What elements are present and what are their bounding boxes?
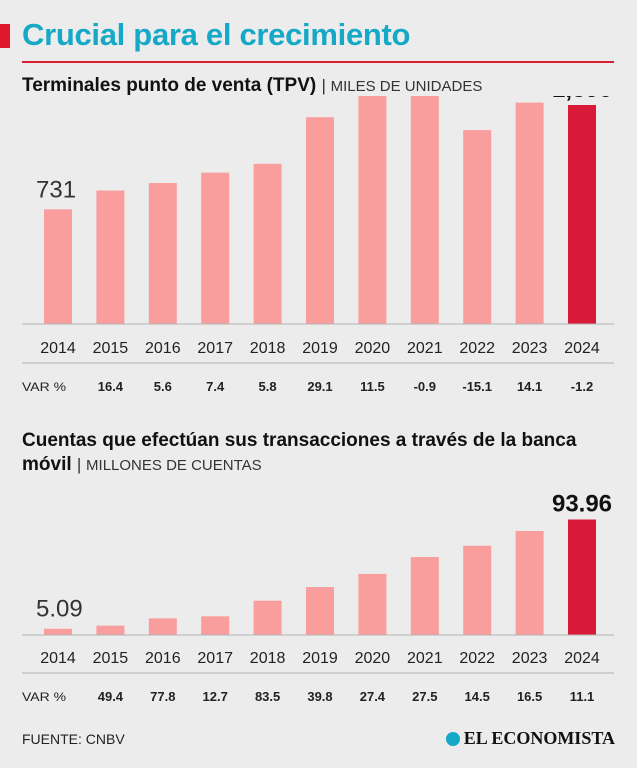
year-label: 2015 xyxy=(93,340,129,357)
var-value: 16.5 xyxy=(517,689,542,704)
year-label: 2015 xyxy=(93,650,129,667)
var-value: -0.9 xyxy=(414,379,436,394)
var-value: 27.4 xyxy=(360,689,386,704)
bar-2019 xyxy=(306,587,334,635)
bar-2021 xyxy=(410,96,439,324)
bar-2023 xyxy=(515,531,544,635)
chart1-separator: | xyxy=(321,76,331,95)
var-value: 77.8 xyxy=(150,689,175,704)
var-value: -1.2 xyxy=(571,379,593,394)
value-label-first: 731 xyxy=(36,176,76,203)
year-label: 2021 xyxy=(407,650,443,667)
bar-2020 xyxy=(358,96,387,324)
bar-2022 xyxy=(463,545,492,635)
chart1-unit: MILES DE UNIDADES xyxy=(330,78,483,95)
brand-mark-icon xyxy=(445,731,460,746)
brand-logo: EL ECONOMISTA xyxy=(445,728,615,749)
year-label: 2014 xyxy=(40,340,76,357)
chart2-title: Cuentas que efectúan sus transacciones a… xyxy=(22,430,577,475)
chart1-title: Terminales punto de venta (TPV) xyxy=(22,75,317,96)
chart2-title-block: Cuentas que efectúan sus transacciones a… xyxy=(22,429,617,478)
year-label: 2018 xyxy=(250,340,286,357)
var-value: 83.5 xyxy=(255,689,280,704)
bar-2014 xyxy=(44,628,72,635)
year-label: 2021 xyxy=(407,340,443,357)
var-value: 12.7 xyxy=(203,689,228,704)
var-value: -15.1 xyxy=(462,379,492,394)
year-label: 2020 xyxy=(355,650,391,667)
value-label-last: 93.96 xyxy=(552,491,612,518)
year-label: 2023 xyxy=(512,340,548,357)
year-label: 2017 xyxy=(197,340,233,357)
bar-2015 xyxy=(96,190,125,324)
bar-2016 xyxy=(148,618,177,635)
bar-2017 xyxy=(201,616,230,635)
value-label-first: 5.09 xyxy=(36,596,83,623)
bar-2014 xyxy=(44,209,72,324)
bar-2020 xyxy=(358,573,387,635)
year-label: 2017 xyxy=(197,650,233,667)
title-rule xyxy=(22,61,614,63)
bar-2018 xyxy=(253,600,282,635)
year-label: 2016 xyxy=(145,650,181,667)
var-value: 49.4 xyxy=(98,689,124,704)
year-label: 2014 xyxy=(40,650,76,667)
year-label: 2022 xyxy=(459,650,495,667)
year-label: 2020 xyxy=(355,340,391,357)
bar-2023 xyxy=(515,102,544,324)
year-label: 2019 xyxy=(302,650,338,667)
bar-2018 xyxy=(253,163,282,324)
bar-2015 xyxy=(96,625,125,635)
chart2-svg: 2014 2015 2016 2017 2018 2019 2020 2021 2022 2023… xyxy=(22,491,614,704)
source-note: FUENTE: CNBV xyxy=(22,731,125,747)
year-label: 2023 xyxy=(512,650,548,667)
var-value: 5.8 xyxy=(259,379,277,394)
var-value: 14.1 xyxy=(517,379,542,394)
main-title: Crucial para el crecimiento xyxy=(22,17,411,52)
chart2-unit: MILLONES DE CUENTAS xyxy=(86,457,262,474)
year-label: 2022 xyxy=(459,340,495,357)
bar-2016 xyxy=(148,182,177,324)
var-value: 39.8 xyxy=(307,689,332,704)
bar-2019 xyxy=(306,117,334,324)
var-value: 14.5 xyxy=(465,689,490,704)
chart1-title-block: Terminales punto de venta (TPV) | MILES … xyxy=(22,74,617,99)
var-label: VAR % xyxy=(22,380,66,394)
bar-2021 xyxy=(410,557,439,635)
year-label: 2018 xyxy=(250,650,286,667)
var-label: VAR % xyxy=(22,690,66,704)
year-label: 2024 xyxy=(564,340,600,357)
var-value: 5.6 xyxy=(154,379,172,394)
chart2-separator: | xyxy=(76,455,87,474)
var-value: 16.4 xyxy=(98,379,124,394)
value-label-last: 1,396 xyxy=(552,96,612,103)
year-label: 2016 xyxy=(145,340,181,357)
var-value: 27.5 xyxy=(412,689,437,704)
bar-2022 xyxy=(463,130,492,324)
chart1-svg: 2014 2015 2016 2017 2018 2019 2020 2021 2022 2023… xyxy=(22,96,614,394)
var-value: 7.4 xyxy=(206,379,225,394)
var-value: 11.1 xyxy=(570,689,595,704)
year-label: 2019 xyxy=(302,340,338,357)
bar-2017 xyxy=(201,172,230,324)
var-value: 11.5 xyxy=(360,379,385,394)
bar-2024 xyxy=(568,519,596,635)
bar-2024 xyxy=(568,105,596,324)
year-label: 2024 xyxy=(564,650,600,667)
brand-name: EL ECONOMISTA xyxy=(463,728,615,748)
accent-bar xyxy=(0,24,10,48)
var-value: 29.1 xyxy=(307,379,332,394)
